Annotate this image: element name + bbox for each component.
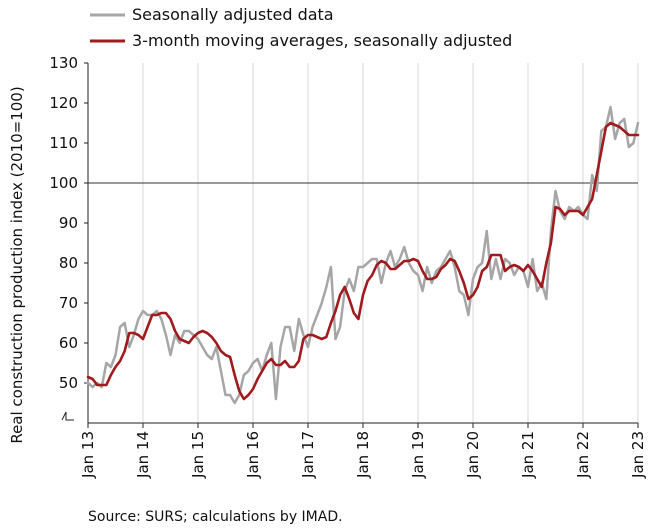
- y-tick-label: 70: [59, 294, 78, 312]
- x-tick-label: Jan 17: [299, 431, 317, 479]
- y-tick-label: 60: [59, 334, 78, 352]
- x-tick-label: Jan 16: [244, 431, 262, 479]
- x-tick-label: Jan 22: [574, 431, 592, 479]
- y-tick-label: 80: [59, 254, 78, 272]
- gridlines: [142, 63, 639, 423]
- y-tick-label: 50: [59, 374, 78, 392]
- x-tick-label: Jan 23: [629, 431, 647, 479]
- y-tick-label: 130: [49, 54, 78, 72]
- legend-label-moving-average: 3-month moving averages, seasonally adju…: [132, 31, 512, 50]
- x-tick-label: Jan 20: [464, 431, 482, 479]
- series-line-seasonally-adjusted: [86, 105, 640, 405]
- x-tick-label: Jan 13: [79, 431, 97, 479]
- y-tick-labels: 130 120 110 100 90 80 70 60 50: [49, 54, 88, 392]
- series-line-moving-average: [86, 121, 640, 401]
- x-tick-label: Jan 15: [189, 431, 207, 479]
- legend: Seasonally adjusted data 3-month moving …: [90, 5, 512, 50]
- x-tick-label: Jan 21: [519, 431, 537, 479]
- y-tick-label: 100: [49, 174, 78, 192]
- x-tick-label: Jan 19: [409, 431, 427, 479]
- series-lines: [86, 105, 640, 405]
- y-tick-label: 90: [59, 214, 78, 232]
- x-tick-labels: Jan 13 Jan 14 Jan 15 Jan 16 Jan 17 Jan 18 Jan …: [79, 423, 647, 479]
- y-tick-label: 110: [49, 134, 78, 152]
- y-axis-title: Real construction production index (2010…: [8, 86, 26, 443]
- x-tick-label: Jan 14: [134, 431, 152, 479]
- x-tick-label: Jan 18: [354, 431, 372, 479]
- source-note: Source: SURS; calculations by IMAD.: [88, 509, 343, 525]
- legend-label-seasonally-adjusted: Seasonally adjusted data: [132, 5, 334, 24]
- y-tick-label: 120: [49, 94, 78, 112]
- axis-break-icon: [61, 411, 74, 421]
